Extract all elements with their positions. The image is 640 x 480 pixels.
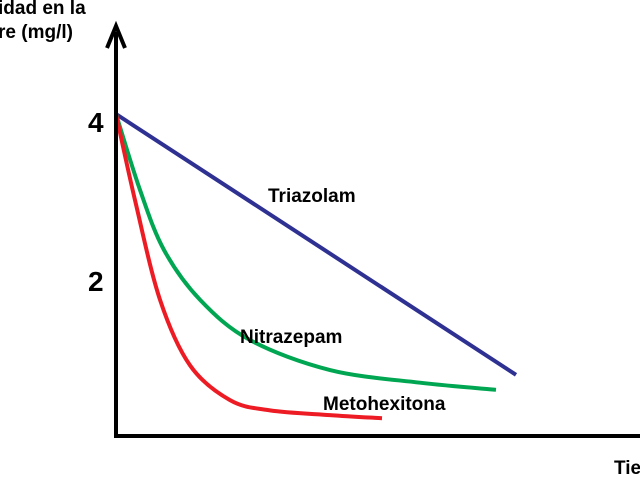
x-axis-label: Tie <box>614 458 640 479</box>
series-line-metohexitona <box>114 113 383 421</box>
y-tick-label-4: 4 <box>88 107 104 138</box>
series-label-metohexitona: Metohexitona <box>323 394 446 415</box>
series-label-nitrazepam: Nitrazepam <box>240 327 342 348</box>
y-axis-label-line-2: re (mg/l) <box>0 22 73 43</box>
series-label-triazolam: Triazolam <box>268 186 356 207</box>
series-line-nitrazepam <box>114 113 497 392</box>
y-tick-label-2: 2 <box>88 266 104 297</box>
y-axis-arrow-icon <box>105 20 127 49</box>
series-layer <box>114 112 518 421</box>
y-axis-label-line-1: idad en la <box>0 0 86 19</box>
series-line-triazolam <box>114 112 518 377</box>
